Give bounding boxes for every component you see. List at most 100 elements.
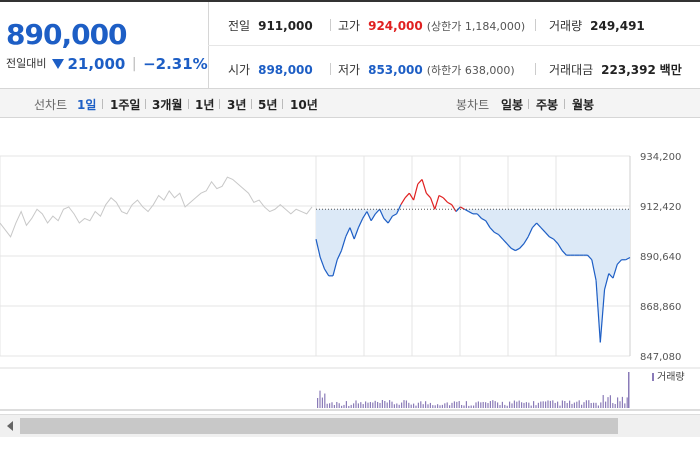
chart-scrollbar[interactable]	[0, 414, 700, 437]
period-1week[interactable]: 1주일	[110, 98, 141, 112]
separator	[330, 63, 331, 75]
series-line-previous	[0, 176, 313, 238]
series-segment-today	[417, 179, 423, 185]
quote-header: 890,000 전일대비 21,000 | −2.31% 전일 911,000 고…	[0, 0, 700, 89]
volume-bar	[566, 403, 568, 408]
volume-bar	[389, 400, 391, 408]
series-segment-today	[349, 227, 355, 240]
volume-bar	[475, 402, 477, 408]
line-chart-label: 선차트	[34, 98, 68, 112]
price-panel: 890,000 전일대비 21,000 | −2.31%	[0, 2, 209, 89]
volume-bar	[317, 398, 319, 408]
volume-bar	[338, 403, 340, 408]
volume-bar	[518, 400, 520, 408]
volume-bar	[437, 404, 439, 408]
volume-bar	[451, 402, 453, 408]
series-segment-today	[612, 264, 618, 279]
volume-bar	[422, 404, 424, 408]
volume-bar	[415, 405, 417, 408]
volume-bar	[561, 400, 563, 408]
series-segment-today	[544, 231, 550, 238]
separator	[145, 99, 146, 109]
volume-bar	[365, 401, 367, 408]
period-3month[interactable]: 3개월	[152, 98, 183, 112]
volume-bar	[578, 400, 580, 408]
volume-bar	[434, 405, 436, 408]
change-percent: −2.31%	[143, 55, 208, 73]
volume-bar	[600, 402, 602, 408]
series-segment-today	[455, 206, 461, 212]
volume-bar	[621, 396, 623, 408]
change-label: 전일대비	[6, 57, 47, 70]
candle-weekly[interactable]: 주봉	[536, 98, 559, 112]
high-label: 고가	[338, 19, 361, 33]
volume-bar	[525, 402, 527, 408]
candle-chart-label: 봉차트	[456, 98, 490, 112]
volume-bar	[576, 401, 578, 408]
volume-bar	[446, 402, 448, 408]
volume-bar	[408, 402, 410, 408]
volume-bar	[413, 403, 415, 408]
volume-bar	[420, 401, 422, 408]
candle-daily[interactable]: 일봉	[501, 98, 524, 112]
volume-bar	[504, 404, 506, 408]
volume-bar	[427, 404, 429, 408]
candle-monthly[interactable]: 월봉	[572, 98, 595, 112]
period-3year[interactable]: 3년	[227, 98, 247, 112]
volume-bar	[609, 395, 611, 408]
volume-bar	[465, 401, 467, 408]
volume-bar	[581, 404, 583, 408]
series-segment-today	[591, 259, 597, 281]
volume-bar	[511, 403, 513, 408]
series-segment-today	[527, 227, 533, 238]
volume-bar	[537, 402, 539, 408]
volume-bar	[597, 405, 599, 408]
volume-label: 거래량	[549, 19, 583, 33]
volume-bar	[381, 400, 383, 408]
lower-limit: (하한가 638,000)	[426, 64, 515, 77]
scroll-thumb[interactable]	[20, 418, 618, 434]
volume-bar	[557, 401, 559, 408]
series-segment-today	[616, 259, 622, 265]
separator	[102, 99, 103, 109]
amount-label: 거래대금	[549, 63, 594, 77]
series-segment-today	[387, 215, 393, 224]
period-5year[interactable]: 5년	[258, 98, 278, 112]
change-amount: 21,000	[67, 55, 126, 73]
period-1year[interactable]: 1년	[195, 98, 215, 112]
volume-bar	[372, 402, 374, 408]
series-segment-today	[400, 197, 406, 205]
volume-bar	[626, 397, 628, 408]
volume-bar	[501, 401, 503, 408]
series-segment-today	[434, 195, 440, 210]
volume-bar	[487, 403, 489, 408]
volume-bar	[571, 403, 573, 408]
volume-bar	[348, 405, 350, 408]
volume-bar	[353, 403, 355, 408]
change-divider: |	[131, 56, 137, 72]
period-1day[interactable]: 1일	[77, 98, 97, 112]
scroll-left-icon[interactable]	[7, 421, 13, 431]
volume-bar	[468, 405, 470, 408]
volume-item: 거래량 249,491	[549, 17, 645, 34]
y-tick-label: 847,080	[640, 352, 681, 363]
volume-bar	[369, 402, 371, 408]
volume-bar	[605, 401, 607, 408]
volume-bar	[480, 402, 482, 408]
series-segment-today	[476, 213, 482, 219]
volume-bar	[516, 401, 518, 408]
volume-bar	[552, 400, 554, 408]
volume-bar	[593, 402, 595, 408]
series-segment-today	[549, 236, 554, 240]
separator	[535, 19, 536, 31]
series-segment-today	[506, 243, 512, 249]
period-bar: 선차트 1일 1주일 3개월 1년 3년 5년 10년 봉차트 일봉 주봉 월봉	[0, 89, 700, 118]
volume-bar	[485, 402, 487, 408]
volume-bar	[564, 400, 566, 408]
series-segment-today	[510, 247, 516, 252]
prev-close-value: 911,000	[258, 19, 313, 33]
period-10year[interactable]: 10년	[290, 98, 318, 112]
volume-bar	[398, 404, 400, 408]
series-segment-today	[438, 194, 444, 199]
volume-bar	[583, 402, 585, 408]
